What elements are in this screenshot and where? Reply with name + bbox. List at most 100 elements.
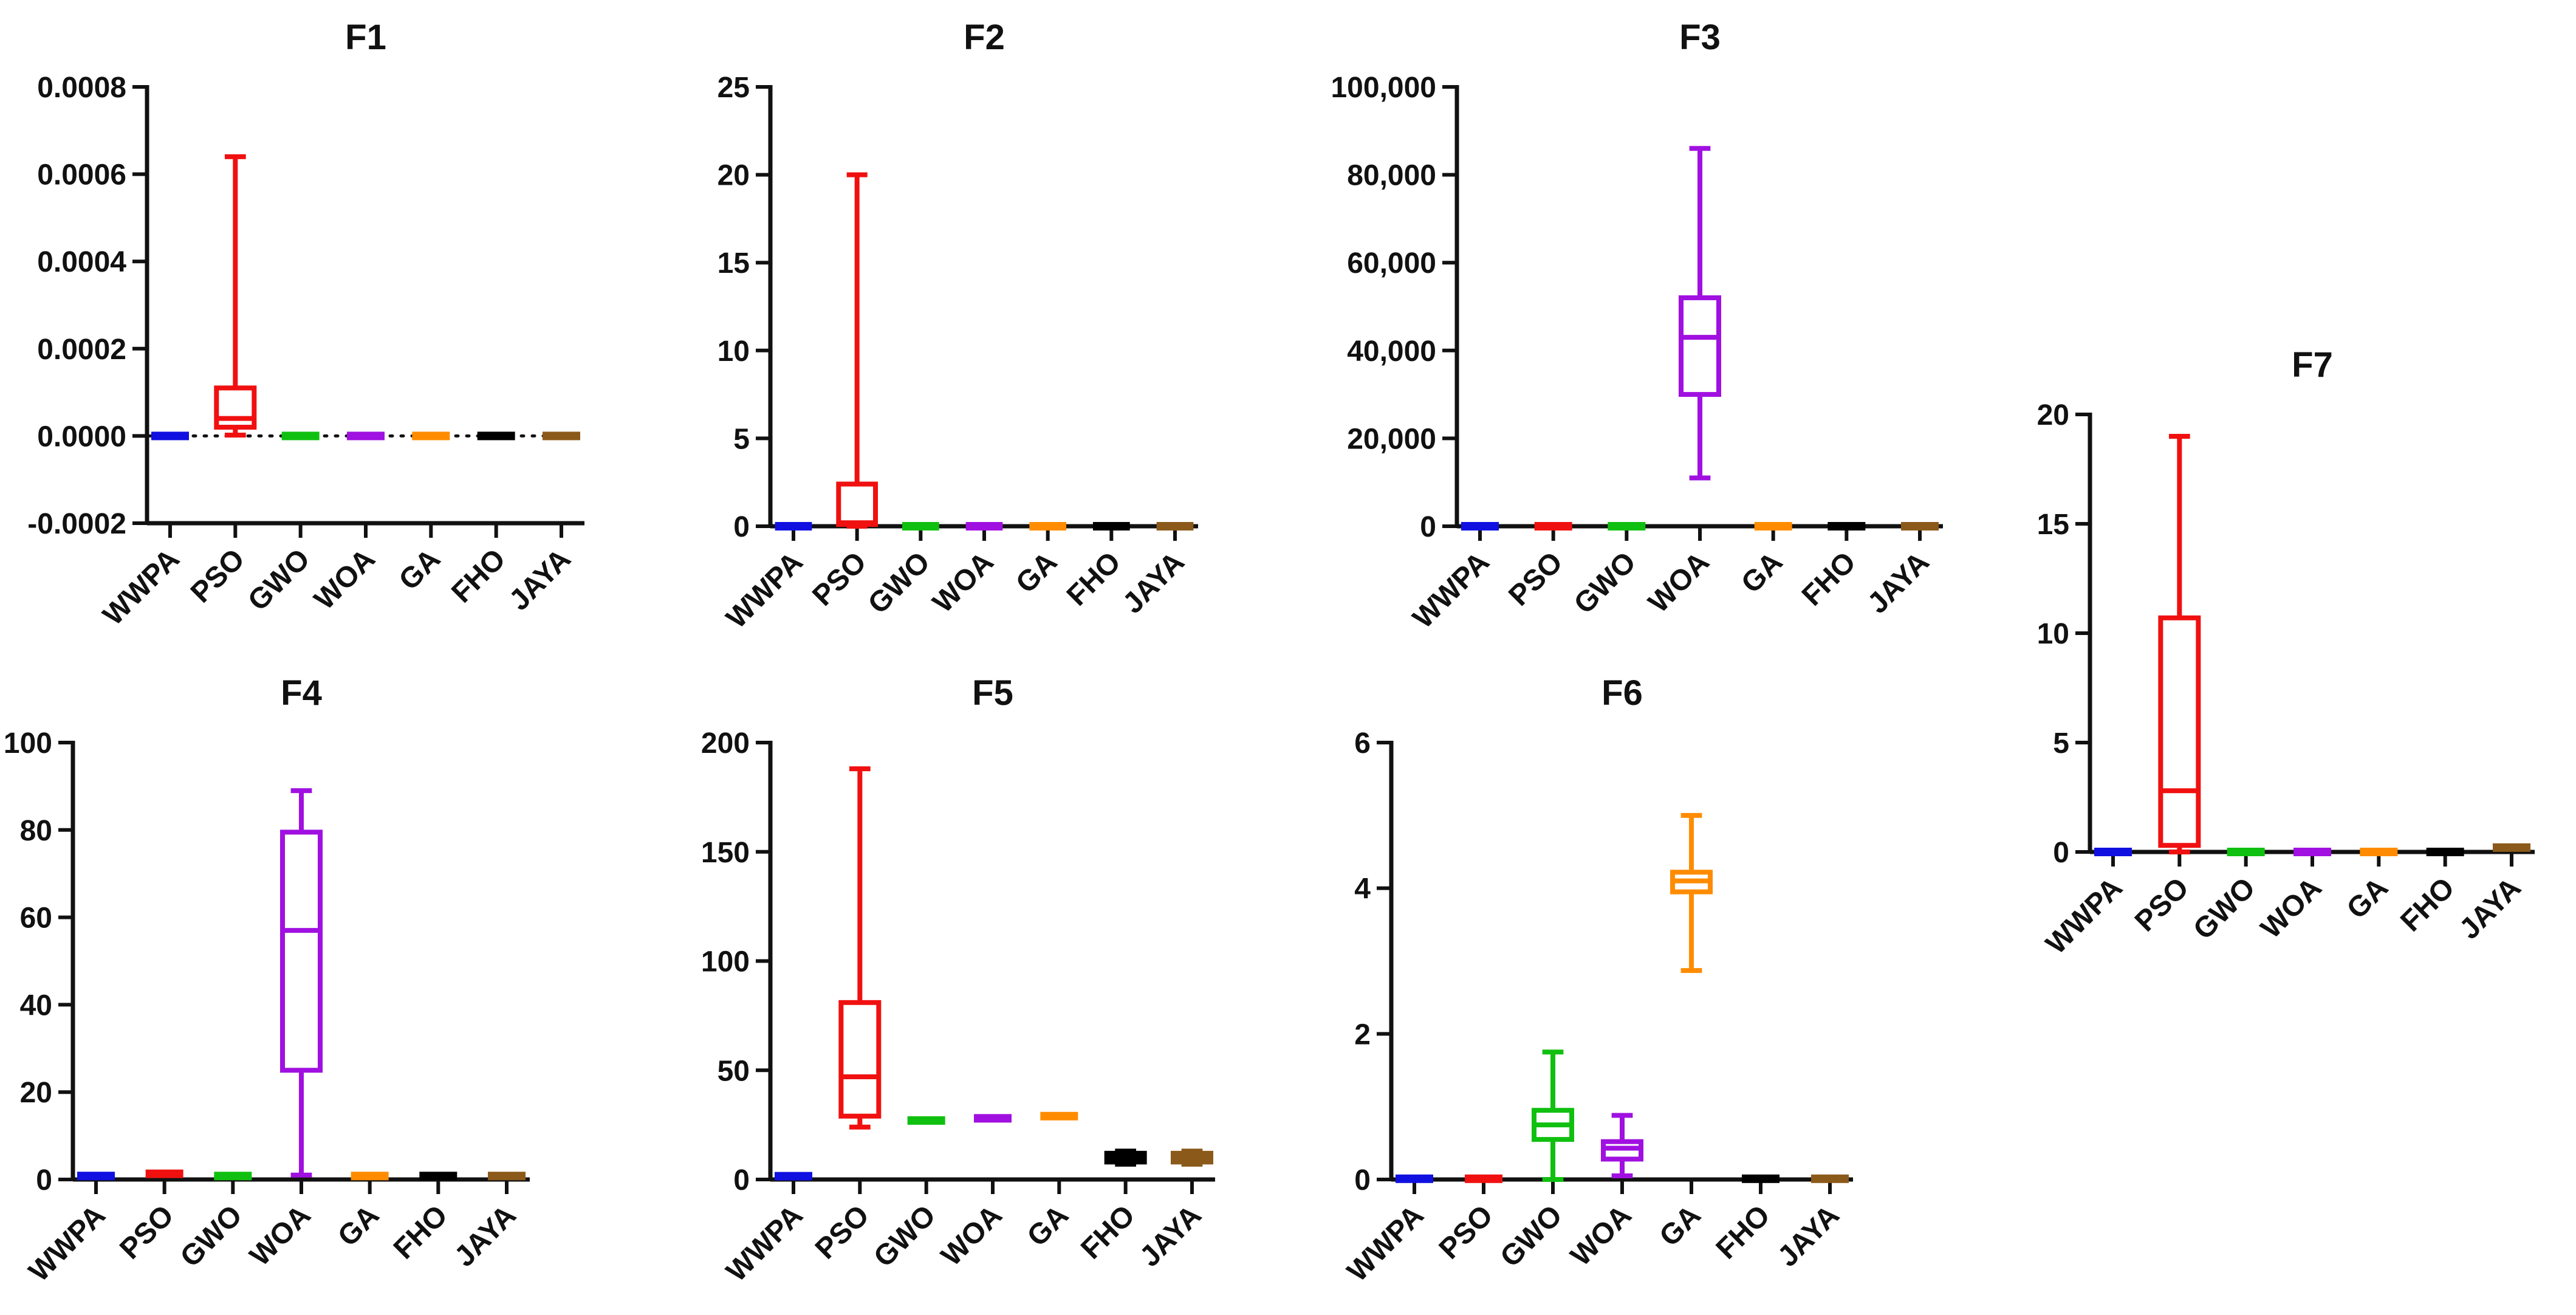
y-tick-label: 60 bbox=[20, 902, 52, 935]
x-category-label: GWO bbox=[862, 546, 936, 620]
box-woa bbox=[280, 788, 323, 1178]
x-category-label: PSO bbox=[114, 1199, 180, 1265]
box-jaya bbox=[1811, 1174, 1849, 1183]
collapsed-box bbox=[1742, 1174, 1780, 1183]
box-gwo bbox=[281, 431, 320, 441]
collapsed-box bbox=[1901, 522, 1939, 530]
box-pso bbox=[145, 1169, 183, 1178]
collapsed-box bbox=[907, 1116, 945, 1125]
x-category-label: WOA bbox=[1564, 1199, 1637, 1272]
box-fho bbox=[1828, 522, 1866, 530]
y-tick-label: 0.0006 bbox=[37, 159, 126, 191]
box-wwpa bbox=[775, 1172, 812, 1181]
box-fho bbox=[419, 1172, 457, 1181]
x-category-label: JAYA bbox=[1134, 1199, 1208, 1273]
y-tick-label: 0 bbox=[733, 511, 750, 543]
y-tick-label: 20,000 bbox=[1347, 423, 1436, 455]
x-category-label: JAYA bbox=[1772, 1199, 1846, 1273]
box-ga bbox=[1040, 1111, 1078, 1121]
x-category-label: JAYA bbox=[1862, 546, 1936, 620]
collapsed-box bbox=[477, 431, 515, 441]
y-tick-label: 40 bbox=[20, 989, 52, 1021]
x-category-label: WWPA bbox=[2040, 871, 2129, 960]
box-gwo bbox=[1532, 1049, 1574, 1182]
x-category-label: GA bbox=[1010, 546, 1063, 599]
x-category-label: FHO bbox=[1075, 1199, 1141, 1265]
x-category-label: WWPA bbox=[721, 546, 809, 634]
x-category-label: JAYA bbox=[503, 543, 577, 617]
iqr-box bbox=[836, 481, 879, 527]
collapsed-box bbox=[1156, 522, 1194, 530]
y-tick-label: 100,000 bbox=[1331, 72, 1436, 104]
y-tick-label: 150 bbox=[701, 837, 750, 869]
box-woa bbox=[965, 522, 1003, 530]
box-jaya bbox=[2493, 843, 2530, 852]
iqr-box bbox=[1679, 295, 1721, 397]
panel-title: F5 bbox=[972, 673, 1013, 713]
y-tick-label: 6 bbox=[1354, 727, 1371, 760]
y-tick-label: 10 bbox=[2037, 618, 2069, 650]
box-jaya bbox=[1171, 1148, 1213, 1167]
box-wwpa bbox=[151, 431, 189, 441]
y-tick-label: 0.0002 bbox=[37, 334, 126, 366]
x-category-label: FHO bbox=[388, 1199, 454, 1265]
collapsed-box bbox=[1754, 522, 1792, 530]
x-category-label: PSO bbox=[806, 546, 872, 612]
x-category-label: GA bbox=[332, 1199, 385, 1252]
collapsed-box bbox=[2227, 848, 2265, 856]
y-tick-label: 15 bbox=[2037, 509, 2069, 541]
iqr-box bbox=[838, 1000, 882, 1119]
box-pso bbox=[214, 154, 257, 438]
y-tick-label: 20 bbox=[718, 160, 750, 192]
collapsed-box bbox=[281, 431, 320, 441]
x-category-label: JAYA bbox=[448, 1199, 522, 1273]
x-category-label: FHO bbox=[1796, 546, 1862, 612]
x-category-label: GWO bbox=[2187, 871, 2261, 946]
y-tick-label: 200 bbox=[701, 727, 750, 760]
box-fho bbox=[1104, 1148, 1147, 1167]
x-category-label: WOA bbox=[935, 1199, 1008, 1272]
x-category-label: GA bbox=[2341, 871, 2394, 925]
iqr-box bbox=[2158, 615, 2201, 848]
y-tick-label: 5 bbox=[733, 423, 750, 455]
box-gwo bbox=[907, 1116, 945, 1125]
collapsed-box bbox=[1029, 522, 1067, 530]
box-wwpa bbox=[775, 522, 812, 530]
box-fho bbox=[1092, 522, 1130, 530]
box-ga bbox=[1029, 522, 1067, 530]
collapsed-box bbox=[2493, 843, 2530, 852]
y-tick-label: 0.0004 bbox=[37, 246, 126, 278]
x-category-label: WOA bbox=[1642, 546, 1715, 619]
x-category-label: WOA bbox=[244, 1199, 317, 1272]
box-jaya bbox=[488, 1172, 526, 1181]
box-woa bbox=[1601, 1113, 1643, 1179]
x-category-label: GA bbox=[1653, 1199, 1707, 1252]
collapsed-box bbox=[775, 1172, 812, 1181]
collapsed-box bbox=[1465, 1174, 1502, 1183]
box-pso bbox=[836, 172, 879, 529]
collapsed-box bbox=[543, 431, 580, 441]
collapsed-box bbox=[2094, 848, 2132, 856]
panel-title: F6 bbox=[1601, 673, 1643, 713]
y-tick-label: 40,000 bbox=[1347, 335, 1436, 368]
box-pso bbox=[2158, 434, 2201, 854]
y-tick-label: 50 bbox=[718, 1055, 750, 1087]
collapsed-box bbox=[1534, 522, 1572, 530]
box-gwo bbox=[2227, 848, 2265, 856]
box-pso bbox=[1465, 1174, 1502, 1183]
x-category-label: GWO bbox=[242, 543, 316, 617]
iqr-box bbox=[280, 829, 323, 1073]
x-category-label: GWO bbox=[1568, 546, 1642, 620]
x-category-label: WWPA bbox=[721, 1199, 809, 1288]
collapsed-box bbox=[2293, 848, 2331, 856]
panel-f1: F1 -0.0002 0.0000 0.0002 0.0004 0.0006 0.0008 W… bbox=[27, 18, 586, 631]
y-tick-label: 0 bbox=[36, 1164, 52, 1197]
box-ga bbox=[1670, 812, 1713, 973]
y-tick-label: 10 bbox=[718, 335, 750, 368]
collapsed-box bbox=[151, 431, 189, 441]
collapsed-box bbox=[1828, 522, 1866, 530]
x-category-label: WWPA bbox=[97, 543, 186, 631]
